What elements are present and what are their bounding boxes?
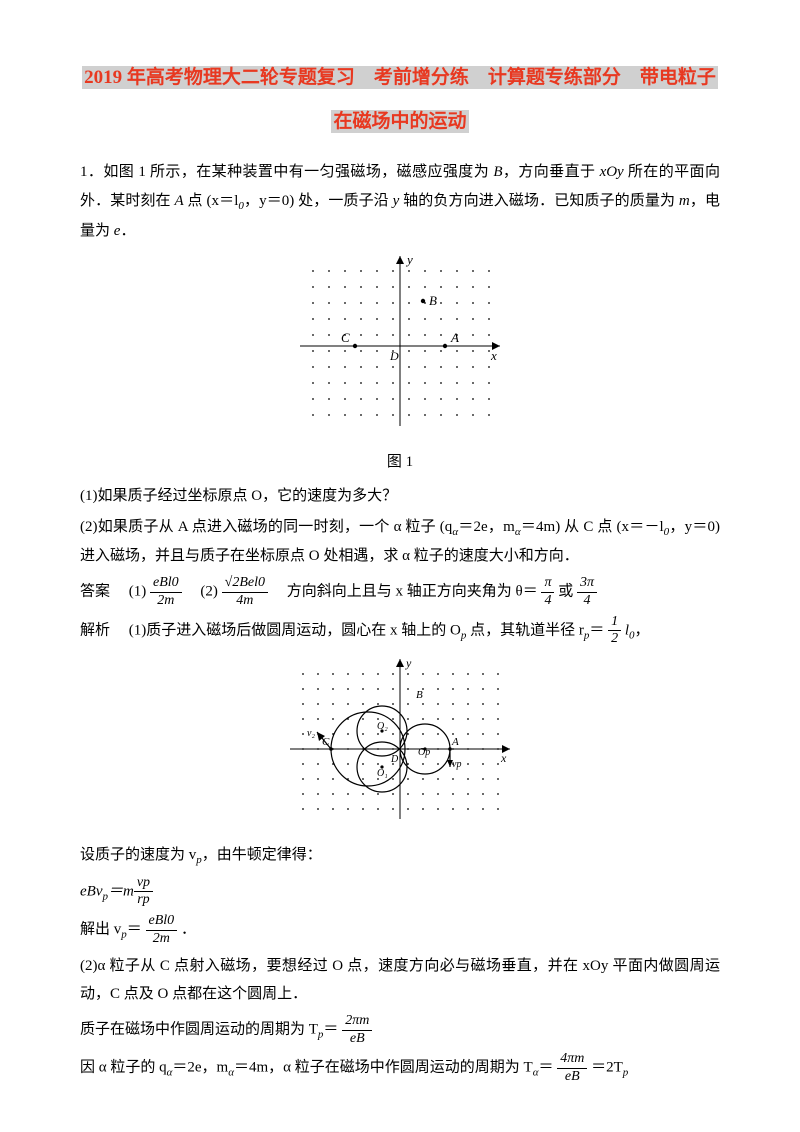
analysis-6: 因 α 粒子的 qα＝2e，mα＝4m，α 粒子在磁场中作圆周运动的周期为 Tα…: [80, 1051, 720, 1086]
svg-text:C: C: [322, 736, 330, 748]
figure-1-caption: 图 1: [80, 448, 720, 477]
point-A: [443, 344, 447, 348]
svg-text:A: A: [451, 736, 459, 748]
dot-grid: [312, 270, 490, 416]
analysis-label: 解析: [80, 622, 125, 638]
analysis-2: 设质子的速度为 vp，由牛顿定律得：: [80, 841, 720, 871]
point-C: [353, 344, 357, 348]
problem-statement: 1．如图 1 所示，在某种装置中有一匀强磁场，磁感应强度为 B，方向垂直于 xO…: [80, 158, 720, 245]
title-wrap: 2019 年高考物理大二轮专题复习 考前增分练 计算题专练部分 带电粒子: [80, 60, 720, 96]
y-arrow-icon: [396, 256, 404, 264]
3pi-over-4: 3π 4: [577, 575, 597, 610]
y-label: y: [405, 252, 413, 267]
question-1: (1)如果质子经过坐标原点 O，它的速度为多大？: [80, 482, 720, 511]
figure-2: x y B A C D Op O₂ O₁ vp v₂: [80, 654, 720, 835]
figure-1: x y A C B D: [80, 251, 720, 442]
y-arrow-2-icon: [396, 659, 404, 667]
svg-text:D: D: [390, 754, 399, 765]
x-label: x: [490, 348, 497, 363]
D-label: D: [389, 349, 399, 363]
figure-2-svg: x y B A C D Op O₂ O₁ vp v₂: [285, 654, 515, 824]
answer-label: 答案: [80, 584, 125, 600]
2pim-over-eB: 2πm eB: [342, 1013, 372, 1048]
analysis-3: 解出 vp＝ eBl0 2m ．: [80, 913, 720, 948]
analysis-1: 解析 (1)质子进入磁场后做圆周运动，圆心在 x 轴上的 Op 点，其轨道半径 …: [80, 614, 720, 649]
answer-2-fraction: √2Bel0 4m: [222, 575, 268, 610]
analysis-4: (2)α 粒子从 C 点射入磁场，要想经过 O 点，速度方向必与磁场垂直，并在 …: [80, 952, 720, 1009]
B-label: B: [429, 293, 437, 308]
answer-line: 答案 (1) eBl0 2m (2) √2Bel0 4m 方向斜向上且与 x 轴…: [80, 575, 720, 610]
pi-over-4: π 4: [541, 575, 554, 610]
page: 2019 年高考物理大二轮专题复习 考前增分练 计算题专练部分 带电粒子 在磁场…: [0, 0, 800, 1130]
answer-1-fraction: eBl0 2m: [150, 575, 182, 610]
main-title-line1: 2019 年高考物理大二轮专题复习 考前增分练 计算题专练部分 带电粒子: [82, 66, 718, 89]
vp2-over-rp: vp rp: [134, 875, 153, 910]
analysis-5: 质子在磁场中作圆周运动的周期为 Tp＝ 2πm eB: [80, 1013, 720, 1048]
svg-text:B: B: [416, 689, 423, 701]
title-wrap-2: 在磁场中的运动: [80, 104, 720, 140]
svg-text:v₂: v₂: [307, 728, 315, 739]
svg-text:y: y: [405, 656, 412, 670]
figure-1-svg: x y A C B D: [295, 251, 505, 431]
point-B: [421, 299, 425, 303]
svg-text:vp: vp: [452, 759, 461, 770]
svg-text:x: x: [500, 751, 507, 765]
main-title-line2: 在磁场中的运动: [331, 110, 468, 133]
A-label: A: [450, 330, 459, 345]
C-label: C: [341, 330, 350, 345]
4pim-over-eB: 4πm eB: [557, 1051, 587, 1086]
half-fraction: 1 2: [608, 614, 621, 649]
equation-1: eBvp＝m vp rp: [80, 875, 720, 910]
eBl0-over-2m: eBl0 2m: [146, 913, 178, 948]
svg-text:O₁: O₁: [377, 768, 388, 779]
question-2: (2)如果质子从 A 点进入磁场的同一时刻，一个 α 粒子 (qα＝2e，mα＝…: [80, 513, 720, 571]
